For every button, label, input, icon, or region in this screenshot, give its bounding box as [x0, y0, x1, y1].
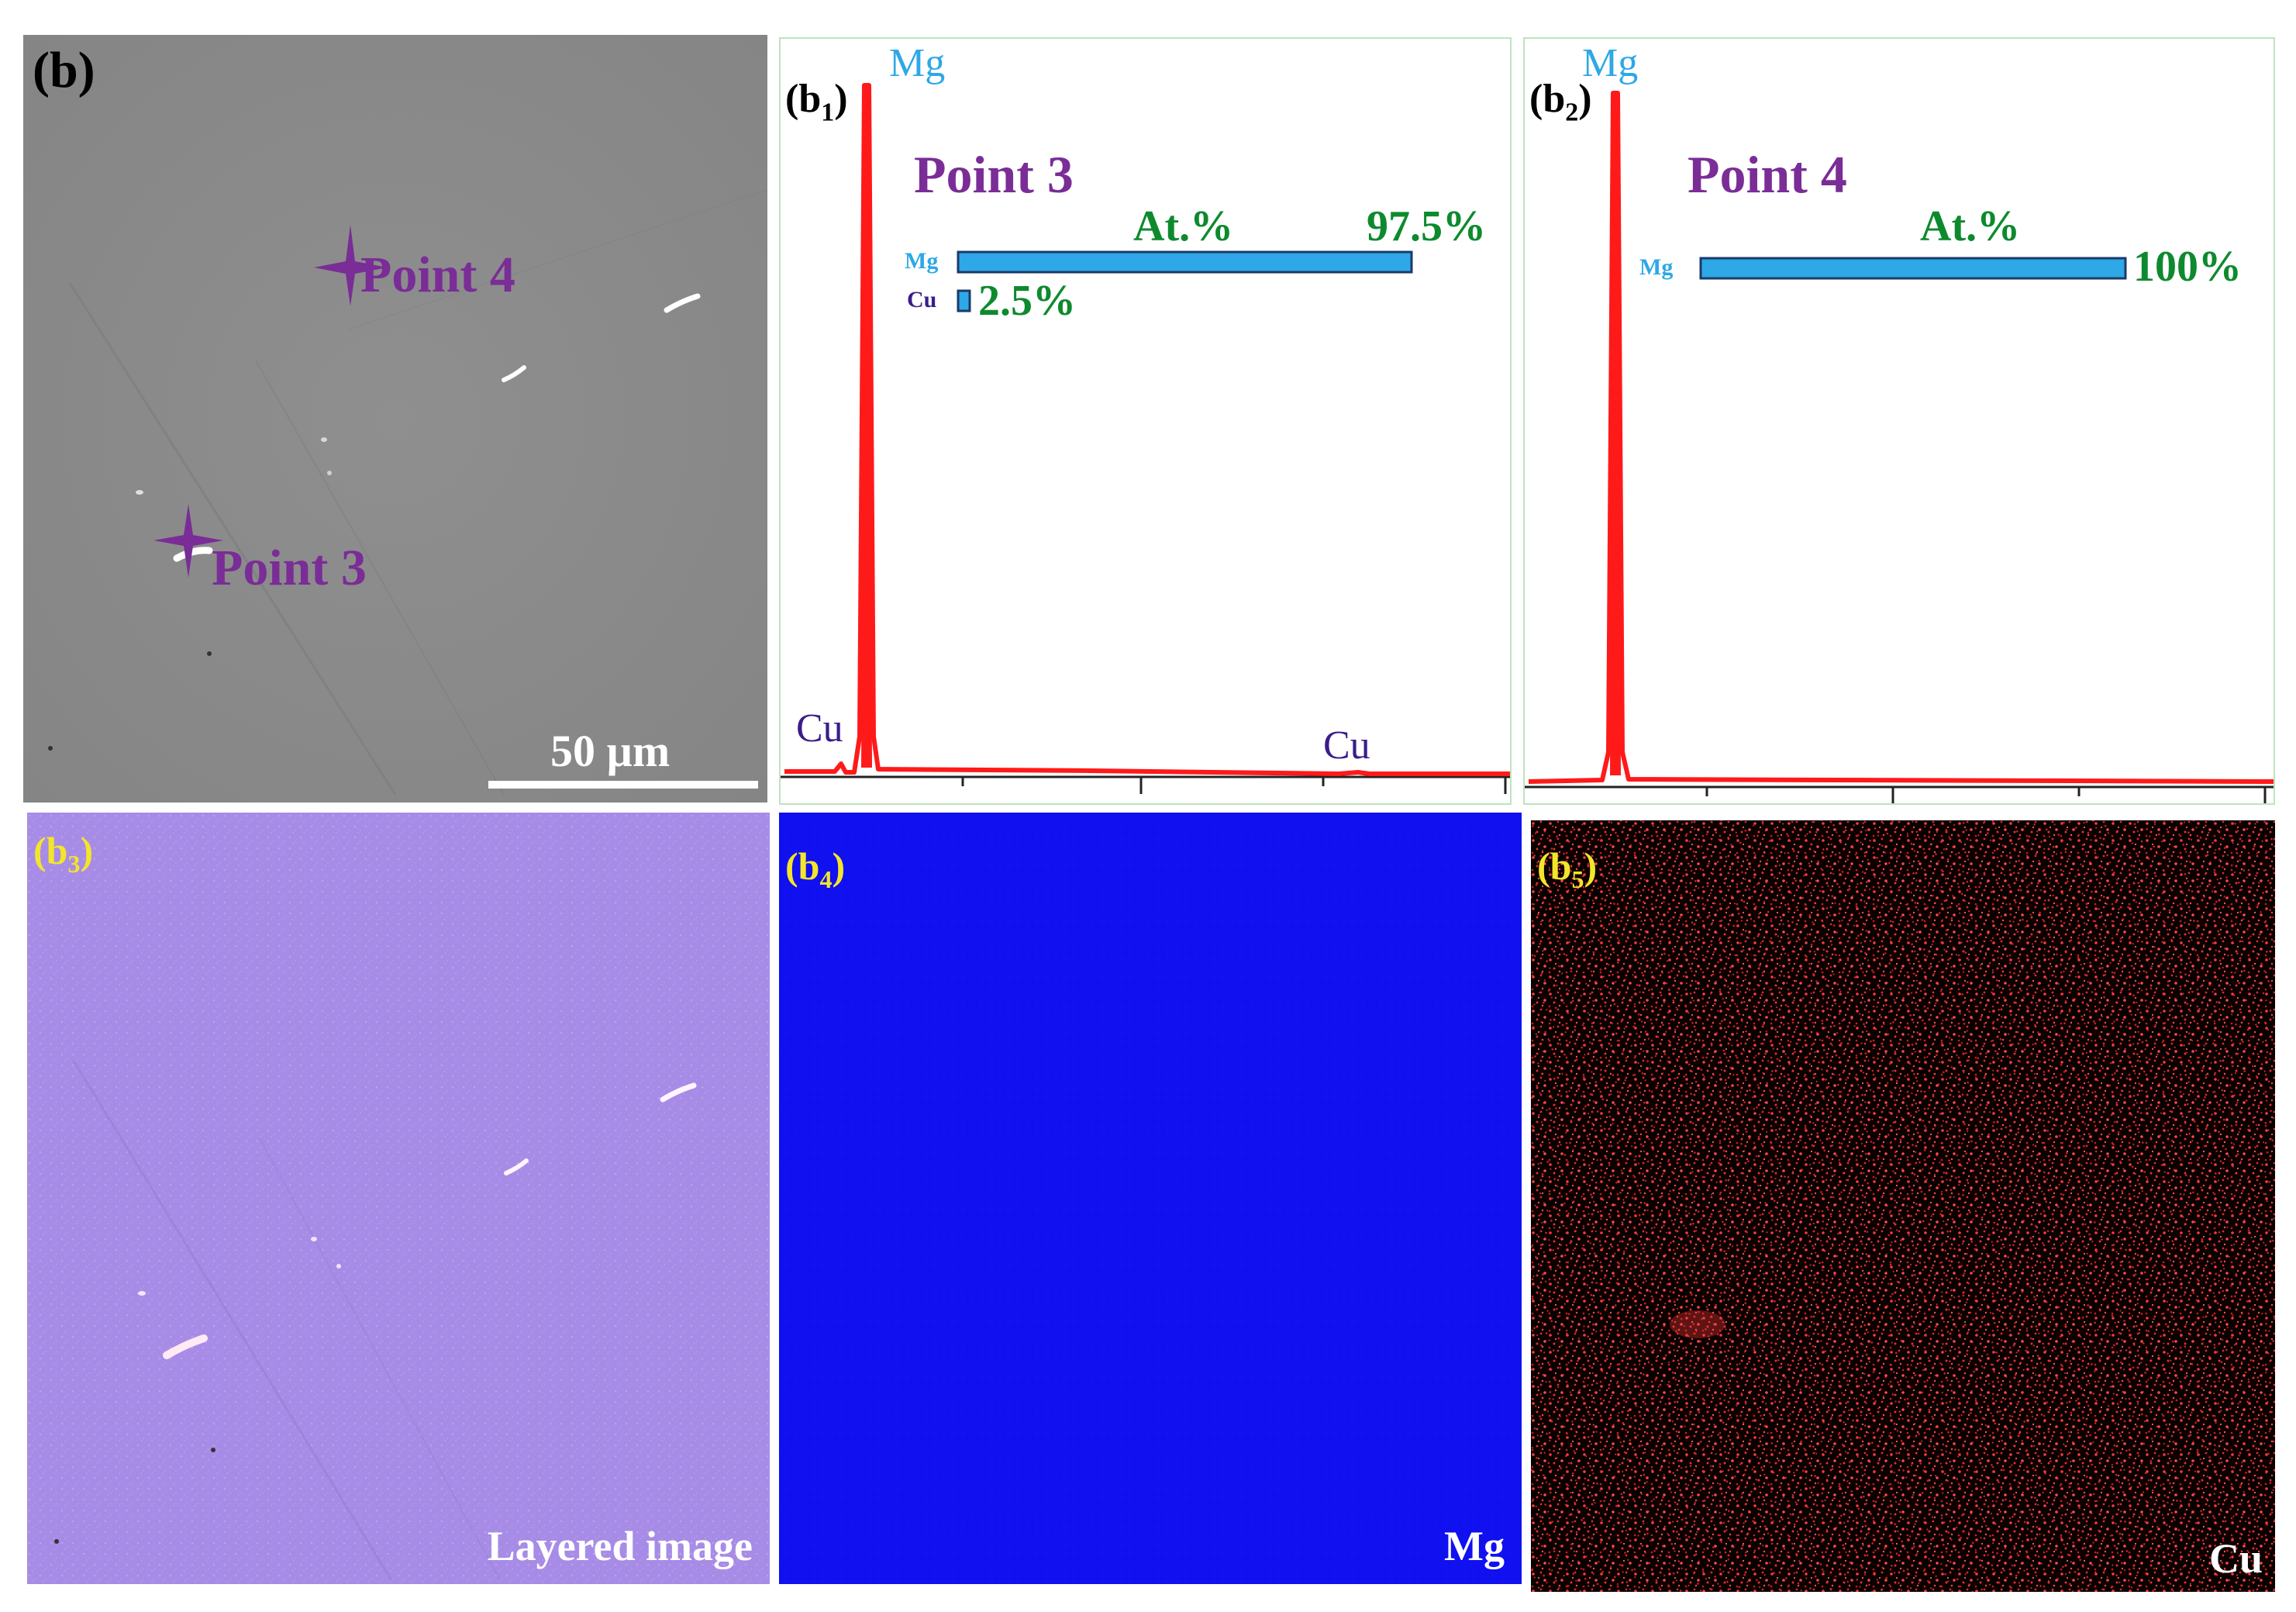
- panel-b1-spectrum: (b1) Mg Cu Cu Point 3 At.% Mg Cu 97.5% 2…: [779, 37, 1512, 805]
- panel-label-b5: (b5): [1537, 844, 1598, 893]
- panel-label-b3: (b3): [33, 829, 94, 878]
- peak-label-mg: Mg: [889, 41, 946, 85]
- layered-image-graphic: [27, 813, 770, 1584]
- inset-title-point-4: Point 4: [1688, 145, 1847, 204]
- spectrum-b2-trace: [1528, 91, 2274, 784]
- inset-value-mg: 100%: [2133, 243, 2242, 291]
- spectrum-b2-plot: [1525, 91, 2274, 803]
- inset-unit-label: At.%: [1920, 202, 2021, 250]
- inset-value-mg: 97.5%: [1367, 202, 1486, 250]
- peak-label-mg: Mg: [1582, 41, 1639, 85]
- sem-image-graphic: [23, 35, 767, 803]
- peak-label-cu-low: Cu: [796, 706, 843, 751]
- inset-unit-label: At.%: [1133, 202, 1234, 250]
- point-3-label: Point 3: [212, 540, 367, 596]
- caption-mg: Mg: [1444, 1523, 1505, 1569]
- caption-layered-image: Layered image: [487, 1523, 753, 1569]
- point-3-marker-icon: [153, 504, 223, 578]
- spectrum-b1-trace: [784, 83, 1510, 776]
- inset-bar-cu: [957, 289, 971, 312]
- spectrum-b1-plot: [781, 83, 1510, 794]
- point-4-label: Point 4: [360, 247, 515, 303]
- panel-label-b: (b): [33, 42, 95, 98]
- panel-label-b1: (b1): [785, 77, 848, 127]
- scale-bar-label: 50 µm: [550, 726, 671, 776]
- inset-category-cu: Cu: [907, 287, 937, 312]
- caption-cu: Cu: [2208, 1535, 2263, 1582]
- peak-label-cu-high: Cu: [1323, 723, 1370, 768]
- panel-b4-mg-map: (b4) Mg: [779, 813, 1522, 1584]
- panel-b3-layered-image: (b3) Layered image: [27, 813, 770, 1584]
- panel-b5-cu-map: (b5) Cu: [1531, 820, 2275, 1592]
- cu-map-graphic: [1531, 820, 2275, 1592]
- panel-b2-spectrum: (b2) Mg Point 4 At.% Mg 100%: [1523, 37, 2275, 805]
- point-4-marker-icon: [314, 225, 388, 306]
- inset-title-point-3: Point 3: [914, 145, 1074, 204]
- scale-bar-line: [488, 781, 758, 789]
- mg-map-graphic: [779, 813, 1522, 1584]
- panel-label-b4: (b4): [785, 844, 846, 893]
- panel-label-b2: (b2): [1529, 77, 1592, 127]
- inset-bar-mg: [1699, 257, 2127, 280]
- inset-category-mg: Mg: [905, 248, 939, 274]
- panel-b-sem-image: (b) Point 4 Point 3 50 µm: [23, 35, 767, 803]
- inset-value-cu: 2.5%: [978, 277, 1076, 325]
- inset-bar-mg: [957, 250, 1413, 274]
- inset-category-mg: Mg: [1639, 254, 1674, 280]
